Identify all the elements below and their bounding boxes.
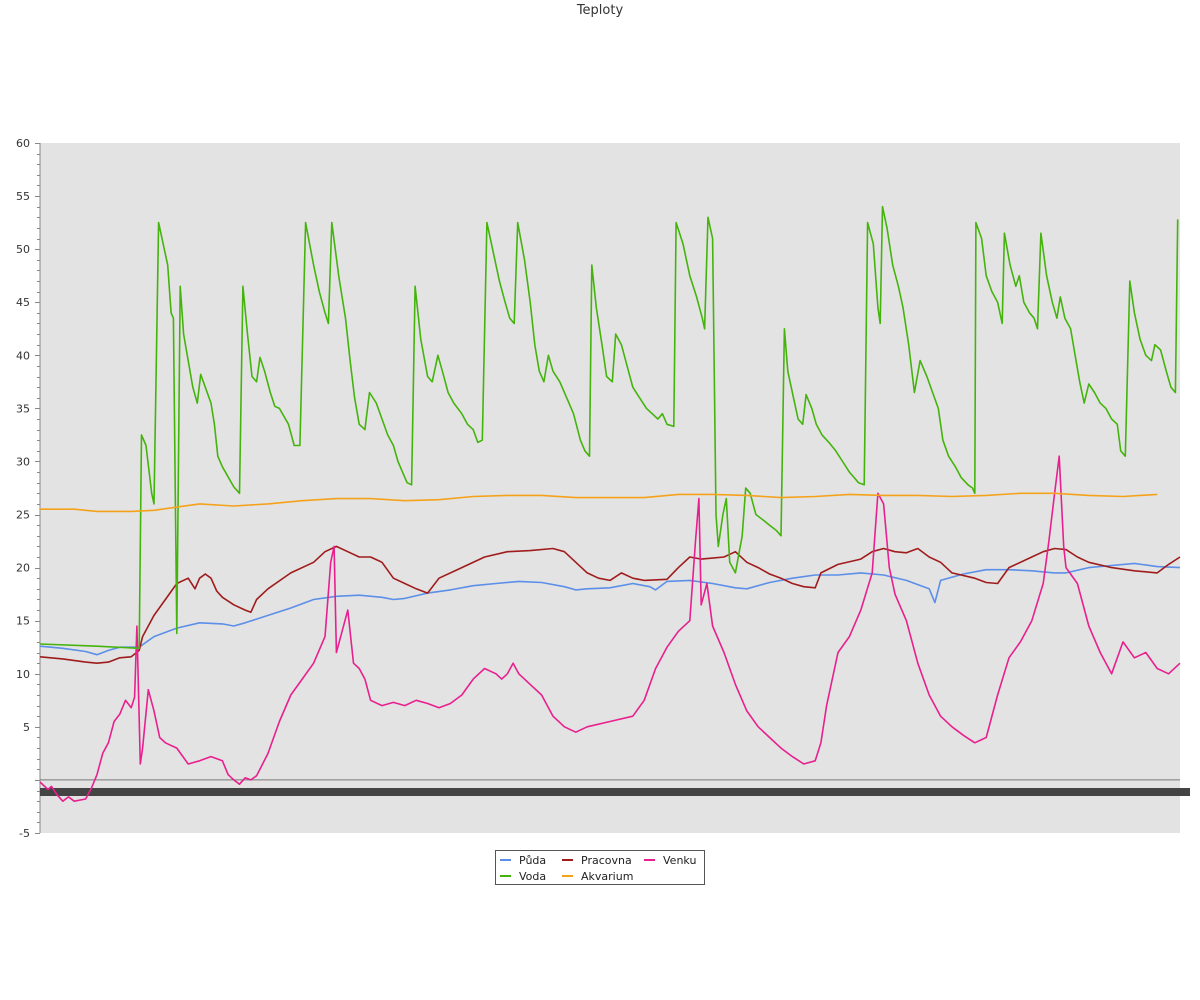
- legend-swatch: [644, 859, 655, 861]
- series-line-akvarium: [40, 492, 1158, 513]
- chart-title: Teploty: [576, 3, 624, 18]
- y-tick-label: 25: [16, 509, 30, 522]
- legend-item: Akvarium: [562, 869, 633, 885]
- legend-item: Půda: [500, 853, 546, 869]
- legend-swatch: [562, 859, 573, 861]
- legend-label: Voda: [519, 870, 547, 883]
- legend-label: Akvarium: [581, 870, 634, 883]
- legend-label: Půda: [519, 854, 547, 867]
- legend-item: Venku: [644, 853, 696, 869]
- y-tick-label: 35: [16, 402, 30, 415]
- y-tick-label: 20: [16, 562, 30, 575]
- y-tick-label: 40: [16, 349, 30, 362]
- series-line-voda: [39, 205, 1179, 650]
- y-tick-label: 50: [16, 243, 30, 256]
- legend-label: Venku: [663, 854, 697, 867]
- legend-swatch: [500, 859, 511, 861]
- y-tick-label: -5: [19, 827, 30, 840]
- y-tick-label: 30: [16, 455, 30, 468]
- series-line-venku: [39, 455, 1181, 803]
- series-line-p-da: [39, 562, 1181, 656]
- y-tick-label: 15: [16, 615, 30, 628]
- series-group: [39, 205, 1181, 803]
- legend-label: Pracovna: [581, 854, 632, 867]
- legend-item: Pracovna: [562, 853, 632, 869]
- y-tick-label: 45: [16, 296, 30, 309]
- x-axis-tick-labels-overprint: [40, 788, 1190, 796]
- plot-area: [40, 143, 1180, 833]
- y-axis: -5 5 10 15 20 25 30 35 40 45 50 55 60: [16, 137, 41, 840]
- series-line-pracovna: [39, 545, 1181, 665]
- legend: Půda Pracovna Venku Voda Akvarium: [495, 850, 705, 885]
- legend-swatch: [562, 875, 573, 877]
- y-tick-label: 10: [16, 668, 30, 681]
- y-tick-label: 60: [16, 137, 30, 150]
- legend-item: Voda: [500, 869, 546, 885]
- legend-swatch: [500, 875, 511, 877]
- y-tick-label: 5: [23, 721, 30, 734]
- y-tick-label: 55: [16, 190, 30, 203]
